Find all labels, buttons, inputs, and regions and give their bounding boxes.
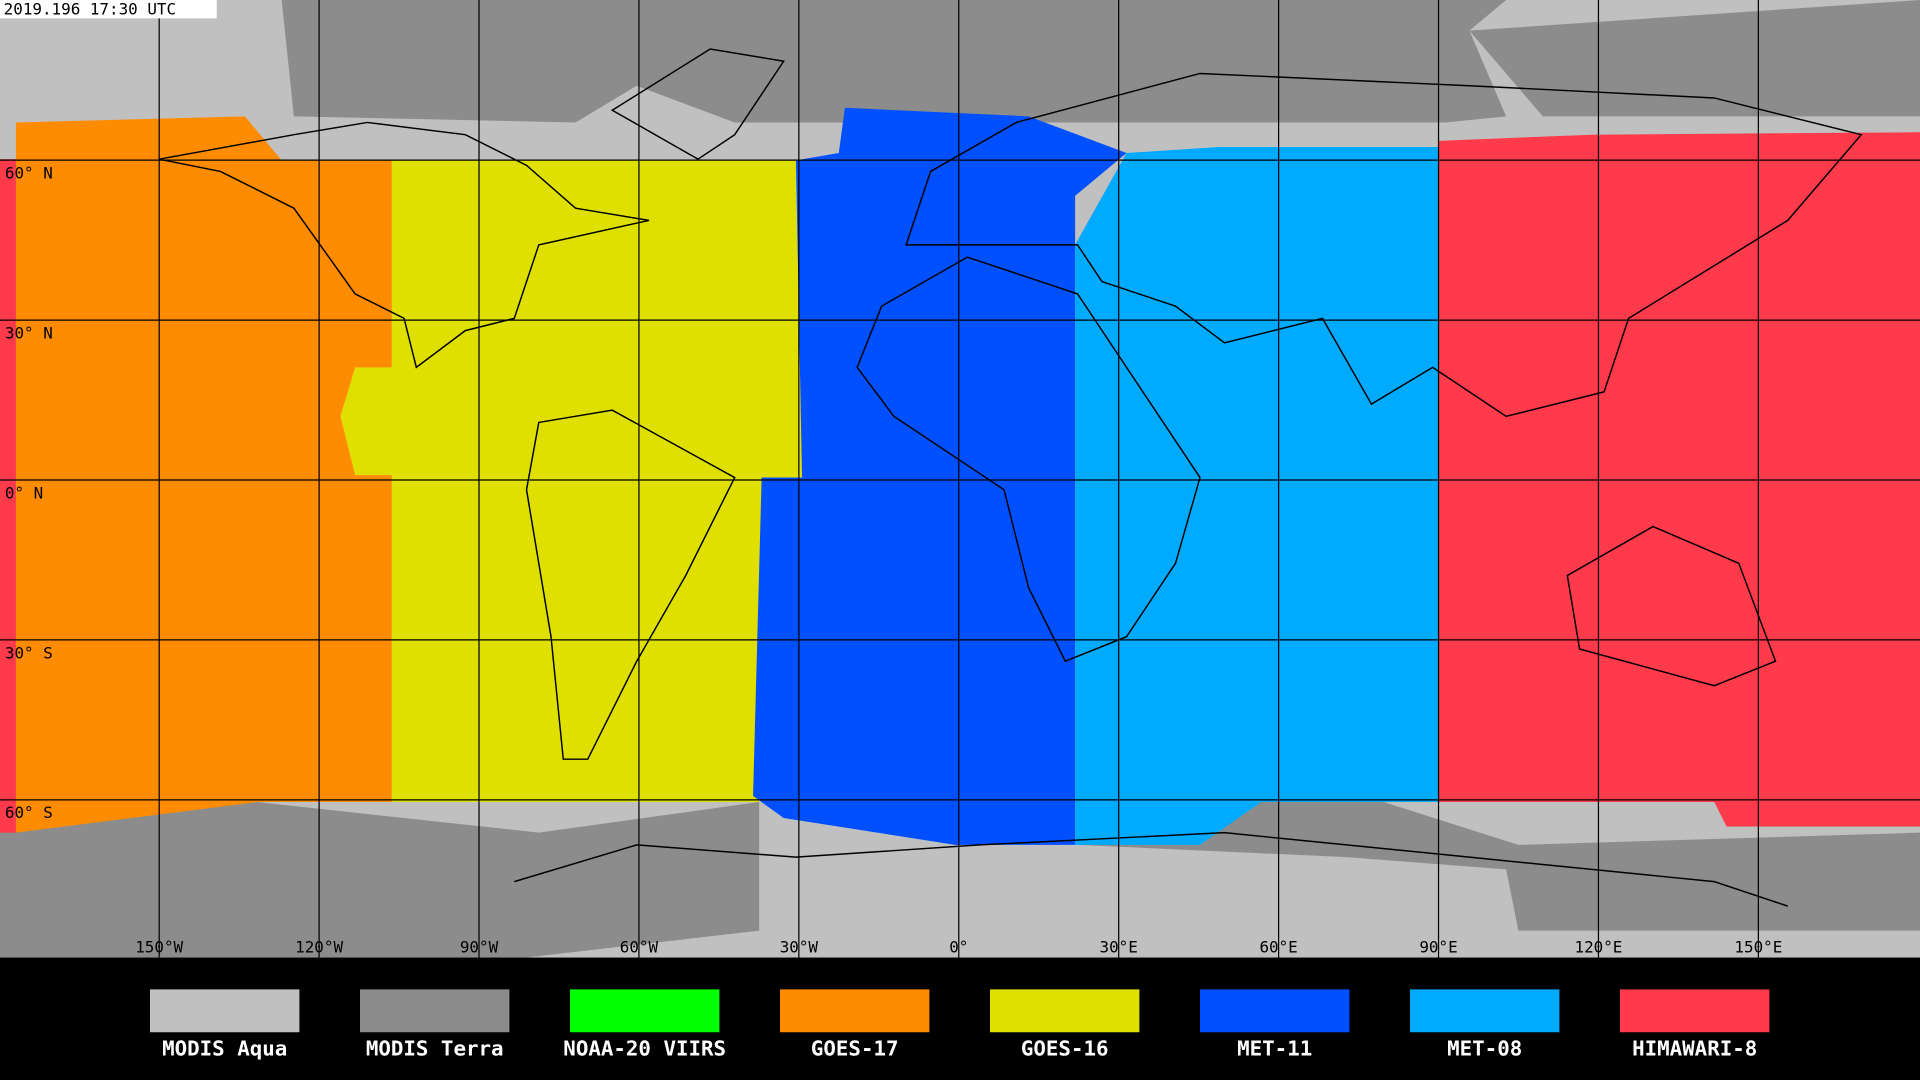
- region-modis-terra: [281, 0, 1507, 123]
- longitude-label: 90°E: [1419, 938, 1457, 957]
- longitude-label: 30°E: [1100, 938, 1138, 957]
- latitude-label: 60° S: [5, 803, 53, 822]
- coastline: [1566, 525, 1777, 687]
- longitude-label: 120°E: [1575, 938, 1623, 957]
- latitude-label: 60° N: [5, 164, 53, 183]
- legend-label: GOES-16: [1021, 1037, 1109, 1061]
- graticule: [0, 0, 1920, 958]
- legend-label: GOES-17: [811, 1037, 899, 1061]
- region-modis-terra: [1469, 0, 1920, 117]
- legend-label: MET-08: [1447, 1037, 1522, 1061]
- longitude-label: 60°W: [620, 938, 659, 957]
- legend-swatch: [360, 989, 510, 1033]
- latitude-label: 30° N: [5, 323, 53, 342]
- longitude-label: 0°: [949, 938, 968, 957]
- timestamp: 2019.196 17:30 UTC: [4, 0, 176, 19]
- region-goes-16: [340, 160, 803, 803]
- coverage-regions: [0, 0, 1920, 958]
- timestamp-box: [0, 0, 217, 19]
- longitude-label: 150°W: [135, 938, 183, 957]
- legend-swatch: [1410, 989, 1560, 1033]
- coastlines: [159, 48, 1863, 907]
- legend: MODIS Aqua MODIS Terra NOAA-20 VIIRS GOES-1…: [150, 989, 1770, 1061]
- legend-label: MODIS Terra: [366, 1037, 504, 1061]
- latitude-label: 30° S: [5, 643, 53, 662]
- coastline: [525, 409, 736, 760]
- legend-label: MODIS Aqua: [162, 1037, 287, 1061]
- longitude-label: 150°E: [1734, 938, 1782, 957]
- coastline: [905, 72, 1863, 418]
- region-goes-17: [15, 116, 392, 833]
- region-modis-terra: [1077, 802, 1920, 931]
- coastline: [856, 256, 1201, 663]
- region-modis-terra: [0, 802, 760, 958]
- legend-label: NOAA-20 VIIRS: [563, 1037, 726, 1061]
- legend-label: HIMAWARI-8: [1632, 1037, 1757, 1061]
- coastline: [610, 48, 785, 161]
- coastline: [514, 831, 1788, 907]
- region-met-08: [1075, 146, 1439, 845]
- legend-swatch: [570, 989, 720, 1033]
- legend-swatch: [780, 989, 930, 1033]
- legend-swatch: [1620, 989, 1770, 1033]
- legend-swatch: [150, 989, 300, 1033]
- longitude-label: 120°W: [295, 938, 343, 957]
- legend-swatch: [990, 989, 1140, 1033]
- latitude-label: 0° N: [5, 483, 43, 502]
- region-himawari-8: [0, 159, 16, 833]
- graticule-labels: 150°W 120°W 90°W 60°W 30°W 0° 30°E 60°E 90°E 120°…: [5, 164, 1782, 957]
- longitude-label: 90°W: [460, 938, 499, 957]
- region-met-11: [753, 107, 1127, 845]
- coastline: [159, 121, 650, 369]
- longitude-label: 30°W: [780, 938, 819, 957]
- legend-label: MET-11: [1237, 1037, 1312, 1061]
- longitude-label: 60°E: [1259, 938, 1297, 957]
- legend-swatch: [1200, 989, 1350, 1033]
